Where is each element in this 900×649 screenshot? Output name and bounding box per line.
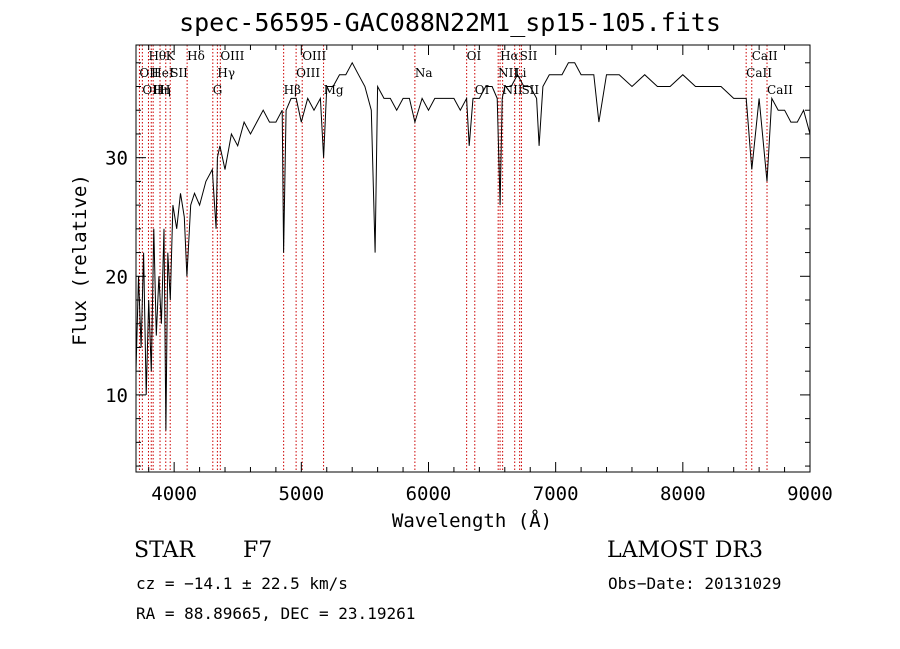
spectrum-line (135, 61, 811, 431)
line-marker-label: OI (475, 83, 490, 97)
line-marker-label: NII (498, 66, 518, 80)
line-marker-label: G (213, 83, 223, 97)
line-marker-label: OII (142, 83, 162, 97)
line-marker-label: Hγ (217, 66, 235, 80)
line-marker-label: Hα (500, 49, 519, 63)
line-marker-label: Li (515, 66, 527, 80)
y-tick-label: 10 (105, 385, 128, 407)
object-class: STAR (134, 538, 195, 563)
line-marker-label: Hθ (148, 49, 166, 63)
line-marker-label: CaII (746, 66, 772, 80)
line-marker-label: NII (503, 83, 523, 97)
line-marker-label: SII (170, 66, 188, 80)
y-tick-label: 30 (105, 148, 128, 170)
line-marker-labels: OII OII Hθ HeI HηH K SII Hδ G Hγ OIII Hβ OIII OIII Mg N… (139, 49, 793, 97)
line-marker-label: K (166, 49, 176, 63)
line-marker-label: OIII (302, 49, 326, 63)
y-tick-label: 20 (105, 266, 128, 288)
x-axis-ticks: 4000 5000 6000 7000 8000 9000 (148, 45, 833, 505)
line-marker-label: OII (139, 66, 159, 80)
x-tick-label: 7000 (533, 483, 579, 505)
line-marker-label: Hβ (284, 83, 301, 97)
line-marker-label: Mg (324, 83, 344, 97)
x-tick-label: 4000 (151, 483, 197, 505)
line-marker-label: Hδ (187, 49, 205, 63)
line-marker-label: OIII (220, 49, 244, 63)
redshift-text: cz = −14.1 ± 22.5 km/s (136, 574, 348, 593)
line-markers (138, 45, 768, 472)
x-tick-label: 8000 (660, 483, 706, 505)
line-marker-label: Hη (153, 83, 171, 97)
line-marker-label: H (160, 83, 170, 97)
x-tick-label: 9000 (787, 483, 833, 505)
coordinates: RA = 88.89665, DEC = 23.19261 (136, 604, 416, 623)
line-marker-label: OIII (296, 66, 320, 80)
line-marker-label: OI (467, 49, 482, 63)
x-tick-label: 6000 (406, 483, 452, 505)
chart-title: spec-56595-GAC088N22M1_sp15-105.fits (179, 8, 721, 37)
object-subclass: F7 (243, 538, 273, 563)
line-marker-label: CaII (767, 83, 793, 97)
obs-date: Obs−Date: 20131029 (608, 574, 782, 593)
x-tick-label: 5000 (278, 483, 324, 505)
line-marker-label: SII (520, 49, 538, 63)
plot-frame (135, 44, 811, 473)
y-axis-label: Flux (relative) (69, 174, 91, 346)
y-axis-ticks: 10 20 30 (105, 62, 810, 467)
line-marker-label: SII (521, 83, 539, 97)
survey-name: LAMOST DR3 (607, 538, 763, 563)
x-axis-label: Wavelength (Å) (391, 510, 553, 532)
line-marker-label: Na (415, 66, 433, 80)
line-marker-label: CaII (752, 49, 778, 63)
line-marker-label: HeI (151, 66, 174, 80)
